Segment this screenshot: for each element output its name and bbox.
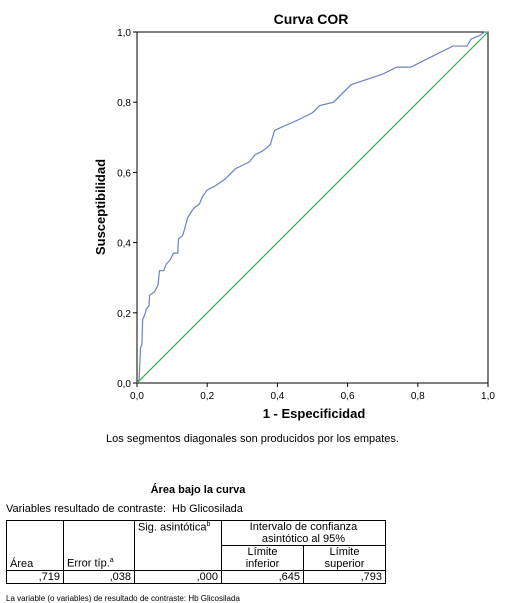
- x-tick-label: 0,0: [130, 391, 144, 402]
- x-tick-label: 0,6: [341, 391, 355, 402]
- header-area: Área: [6, 520, 64, 571]
- x-tick-label: 0,4: [270, 391, 284, 402]
- cell-area: ,719: [6, 570, 64, 584]
- x-axis: 0,0 0,2 0,4 0,6 0,8 1,0: [130, 383, 495, 402]
- header-ci: Intervalo de confianza asintótico al 95%: [221, 520, 386, 546]
- footnote: La variable (o variables) de resultado d…: [6, 594, 240, 603]
- subtitle-value: Hb Glicosilada: [172, 503, 243, 515]
- header-sig: Sig. asintóticab: [134, 520, 222, 571]
- cell-upper: ,793: [303, 570, 386, 584]
- header-row-1: Área Error típ.a Sig. asintóticab Interv…: [6, 520, 386, 571]
- series-layer: [136, 31, 489, 384]
- table-subtitle: Variables resultado de contraste: Hb Glic…: [6, 503, 243, 515]
- y-tick-label: 0,8: [117, 98, 131, 109]
- x-tick-label: 0,8: [411, 391, 425, 402]
- header-upper: Límite superior: [303, 545, 386, 571]
- y-axis: 0,0 0,2 0,4 0,6 0,8 1,0: [117, 28, 137, 390]
- reference-diagonal-line: [136, 31, 489, 384]
- roc-curve-line: [136, 31, 488, 384]
- y-tick-label: 1,0: [117, 28, 131, 39]
- y-tick-label: 0,0: [117, 379, 131, 390]
- chart-title: Curva COR: [274, 11, 349, 27]
- cell-lower: ,645: [221, 570, 304, 584]
- subtitle-label: Variables resultado de contraste:: [6, 503, 166, 515]
- cell-sig: ,000: [134, 570, 222, 584]
- auc-table: Área Error típ.a Sig. asintóticab Interv…: [6, 520, 386, 584]
- roc-chart: Curva COR 0,0 0,2 0,4 0,6 0,8 1,0 0,00,20,40,…: [93, 11, 495, 421]
- y-tick-label: 0,4: [117, 239, 131, 250]
- x-axis-label: 1 - Especificidad: [263, 406, 366, 421]
- y-axis-label: Susceptibilidad: [93, 159, 108, 255]
- header-error: Error típ.a: [63, 520, 135, 571]
- x-tick-label: 1,0: [481, 391, 495, 402]
- header-row-2: Límite inferior Límite superior: [7, 545, 386, 571]
- cell-error: ,038: [63, 570, 135, 584]
- table-row: ,719 ,038 ,000 ,645 ,793: [6, 570, 386, 584]
- y-tick-label: 0,2: [117, 309, 131, 320]
- y-tick-label: 0,6: [117, 168, 131, 179]
- x-tick-label: 0,2: [200, 391, 214, 402]
- table-title: Área bajo la curva: [150, 484, 246, 496]
- header-lower: Límite inferior: [221, 545, 304, 571]
- ties-note: Los segmentos diagonales son producidos …: [106, 433, 399, 445]
